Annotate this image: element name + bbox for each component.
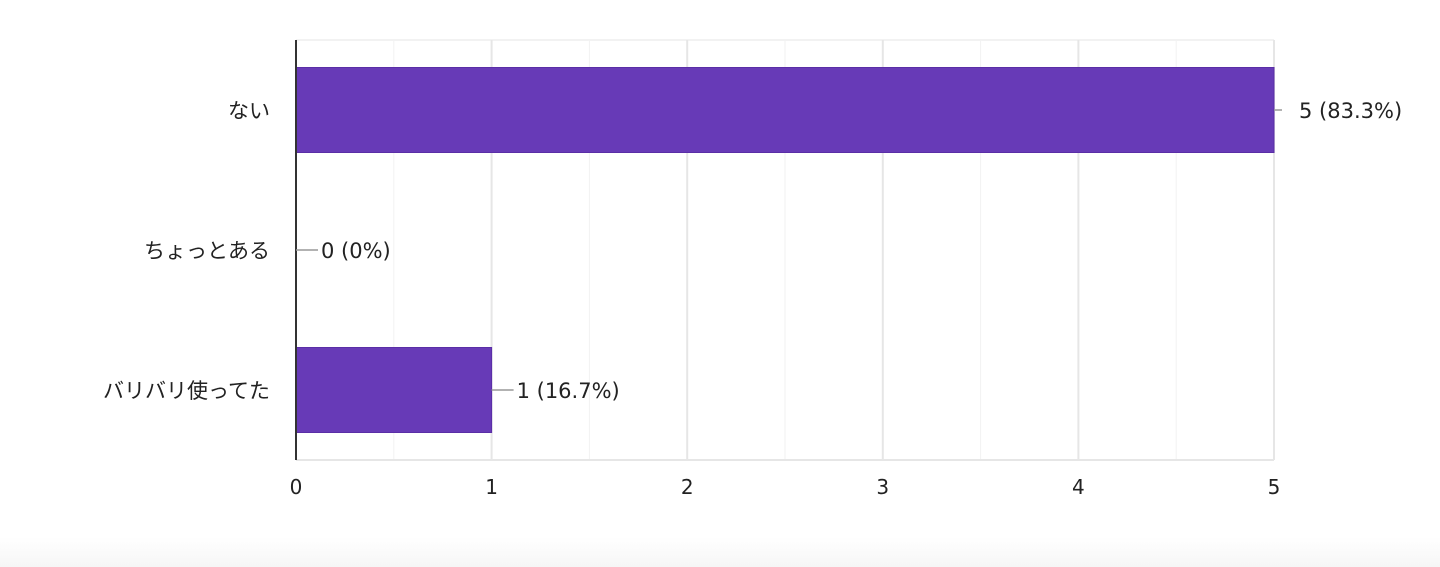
bars-layer: [295, 67, 1275, 433]
labels-layer: ない 5 (83.3%) ちょっとある 0 (0%) バリバリ使ってた 1 (16.7%): [103, 99, 1402, 403]
category-label: ちょっとある: [144, 239, 270, 263]
footer-band: [0, 537, 1440, 567]
x-tick-label: 2: [681, 475, 694, 499]
data-label: 5 (83.3%): [1299, 99, 1402, 123]
bar: [295, 67, 1275, 153]
category-label: ない: [228, 99, 270, 123]
category-label: バリバリ使ってた: [103, 379, 270, 403]
x-tick-label: 3: [876, 475, 889, 499]
x-tick-label: 5: [1268, 475, 1281, 499]
x-tick-label: 1: [485, 475, 498, 499]
data-label: 0 (0%): [321, 239, 391, 263]
x-tick-label: 4: [1072, 475, 1085, 499]
x-tick-label: 0: [290, 475, 303, 499]
data-label: 1 (16.7%): [517, 379, 620, 403]
bar: [295, 347, 493, 433]
